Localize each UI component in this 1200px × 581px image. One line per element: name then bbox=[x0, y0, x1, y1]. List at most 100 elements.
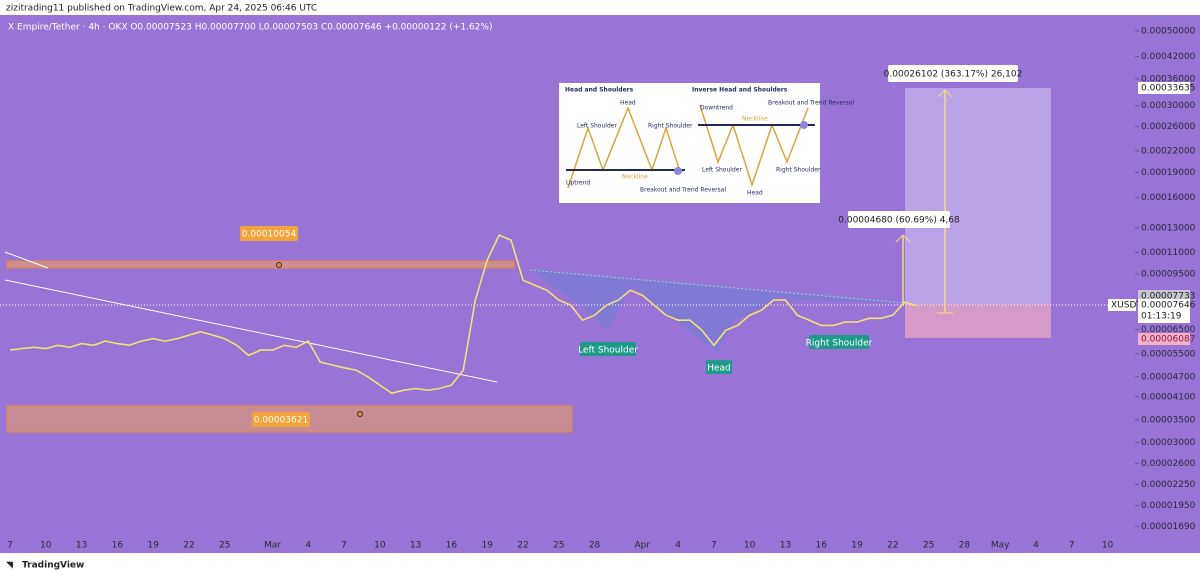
x-tick-label: 25 bbox=[923, 541, 934, 551]
price-badge bbox=[1138, 333, 1190, 345]
header: zizitrading11 published on TradingView.c… bbox=[6, 4, 317, 14]
x-tick-label: 19 bbox=[147, 541, 159, 551]
inset-label: Head bbox=[747, 190, 763, 197]
inset-label: Uptrend bbox=[566, 180, 590, 187]
inset-dot bbox=[674, 167, 682, 175]
y-tick-label: 0.00001690 bbox=[1141, 522, 1196, 532]
neckline bbox=[529, 269, 906, 304]
y-tick-label: 0.00004700 bbox=[1141, 372, 1196, 382]
y-tick-label: 0.00019000 bbox=[1141, 168, 1196, 178]
arrow-head bbox=[944, 89, 953, 98]
annotation: Right Shoulder bbox=[806, 339, 873, 349]
y-tick-label: 0.00003500 bbox=[1141, 415, 1196, 425]
inset-label: Neckline bbox=[742, 116, 768, 123]
price-badge bbox=[1138, 82, 1190, 94]
x-tick-label: 10 bbox=[40, 541, 52, 551]
x-tick-label: 4 bbox=[1033, 541, 1039, 551]
countdown: 01:13:19 bbox=[1141, 312, 1182, 322]
footer-bg bbox=[0, 553, 1200, 577]
x-tick-label: 10 bbox=[1102, 541, 1114, 551]
inset-label: Neckline bbox=[622, 174, 648, 181]
x-tick-label: 7 bbox=[1069, 541, 1075, 551]
price-line-series bbox=[9, 234, 917, 395]
x-tick-label: 13 bbox=[780, 541, 791, 551]
inset-dot bbox=[800, 121, 808, 129]
inset-title: Head and Shoulders bbox=[565, 87, 634, 94]
x-tick-label: 16 bbox=[446, 541, 458, 551]
inset-title: Inverse Head and Shoulders bbox=[692, 87, 788, 94]
arrow-head bbox=[895, 234, 904, 243]
annotation-box bbox=[809, 335, 869, 349]
brand: TradingView bbox=[22, 561, 84, 571]
annotation: 0.00026102 (363.17%) 26,102 bbox=[884, 70, 1023, 80]
inset-line bbox=[699, 104, 809, 188]
y-tick-label: 0.00002600 bbox=[1141, 459, 1196, 469]
y-tick-label: 0.00022000 bbox=[1141, 147, 1196, 157]
x-tick-label: 28 bbox=[959, 541, 971, 551]
annotation-box bbox=[888, 65, 1018, 82]
pattern-area bbox=[530, 270, 905, 352]
annotation: Left Shoulder bbox=[578, 346, 638, 356]
price-label: 0.00006087 bbox=[1141, 335, 1195, 345]
symbol-badge bbox=[1108, 299, 1136, 311]
arrow-head bbox=[937, 89, 946, 98]
x-tick-label: 19 bbox=[851, 541, 863, 551]
annotation-box bbox=[706, 360, 732, 374]
target-area bbox=[905, 88, 1051, 304]
x-tick-label: 28 bbox=[589, 541, 601, 551]
annotation: 0.00004680 (60.69%) 4,68 bbox=[838, 216, 960, 226]
inset-label: Breakout and Trend Reversal bbox=[640, 187, 726, 194]
y-tick-label: 0.00026000 bbox=[1141, 122, 1196, 132]
y-tick-label: 0.00006500 bbox=[1141, 325, 1196, 335]
legend-title: X Empire/Tether · 4h · OKX O0.00007523 H… bbox=[8, 23, 492, 33]
price-label: 0.00007646 bbox=[1141, 301, 1196, 311]
y-tick-label: 0.00003000 bbox=[1141, 438, 1196, 448]
x-tick-label: May bbox=[991, 541, 1010, 551]
zone-dot bbox=[357, 411, 363, 417]
y-tick-label: 0.00050000 bbox=[1141, 26, 1196, 36]
y-tick-label: 0.00009500 bbox=[1141, 269, 1196, 279]
resistance-zone bbox=[6, 260, 515, 269]
inset-label: Head bbox=[620, 100, 636, 107]
x-tick-label: 4 bbox=[675, 541, 681, 551]
inset: Head and Shoulders Inverse Head and Shou… bbox=[559, 83, 854, 203]
y-tick-label: 0.00004100 bbox=[1141, 392, 1196, 402]
annotation: 0.00010054 bbox=[242, 230, 297, 240]
x-tick-label: 25 bbox=[219, 541, 230, 551]
x-tick-label: 22 bbox=[517, 541, 528, 551]
annotation: Head bbox=[707, 364, 731, 374]
annotation-box bbox=[848, 211, 950, 228]
x-tick-label: 7 bbox=[341, 541, 347, 551]
x-tick-label: Apr bbox=[635, 541, 651, 551]
x-tick-label: Mar bbox=[264, 541, 281, 551]
x-tick-label: 10 bbox=[374, 541, 386, 551]
trend-line bbox=[4, 251, 49, 269]
inset-label: Right Shoulder bbox=[776, 167, 821, 174]
stop-area bbox=[905, 304, 1051, 338]
support-zone bbox=[6, 405, 573, 433]
x-tick-label: 7 bbox=[711, 541, 717, 551]
annotation: 0.00003621 bbox=[254, 416, 308, 426]
symbol-label: XUSDT bbox=[1111, 301, 1142, 311]
x-tick-label: 19 bbox=[481, 541, 493, 551]
zone-dot bbox=[276, 262, 282, 268]
price-label: 0.00007733 bbox=[1141, 292, 1195, 302]
x-tick-label: 22 bbox=[183, 541, 194, 551]
y-tick-label: 0.00002250 bbox=[1141, 480, 1196, 490]
inset-label: Right Shoulder bbox=[648, 123, 693, 130]
y-tick-label: 0.00036000 bbox=[1141, 75, 1196, 85]
inset-label: Breakout and Trend Reversal bbox=[768, 100, 854, 107]
x-tick-label: 22 bbox=[887, 541, 898, 551]
brand-logo: ◥ bbox=[6, 561, 13, 571]
inset-line bbox=[567, 105, 681, 189]
inset-label: Left Shoulder bbox=[577, 123, 617, 130]
x-tick-label: 10 bbox=[744, 541, 756, 551]
annotation-box bbox=[252, 412, 310, 427]
x-tick-label: 25 bbox=[553, 541, 564, 551]
y-tick-label: 0.00030000 bbox=[1141, 101, 1196, 111]
arrow-head bbox=[902, 234, 911, 243]
price-label: 0.00033635 bbox=[1141, 84, 1195, 94]
x-tick-label: 16 bbox=[816, 541, 828, 551]
